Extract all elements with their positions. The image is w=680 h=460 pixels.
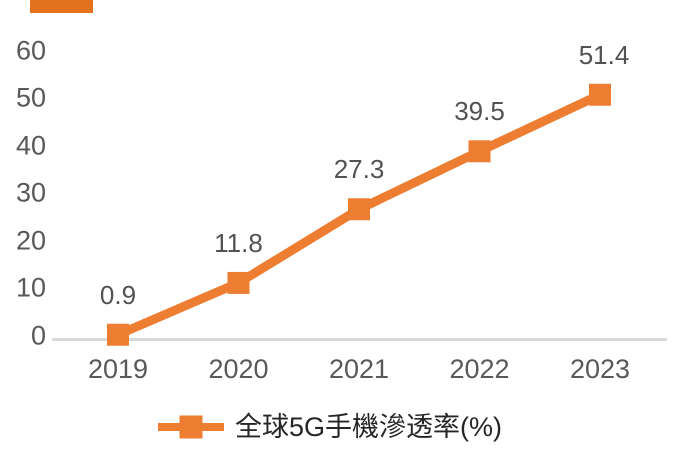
series-marker [107,323,129,346]
data-label: 39.5 [454,96,505,127]
legend-square-marker-icon [179,415,203,439]
x-tick-label: 2019 [87,354,149,384]
legend-line-marker-icon [157,415,224,439]
y-tick-label: 30 [15,177,46,208]
x-tick-label: 2022 [449,354,510,384]
series-marker [348,198,370,221]
series-marker [468,140,491,163]
corner-accent-bar [30,0,93,13]
y-tick-label: 40 [15,130,46,161]
y-tick-label: 20 [15,225,46,256]
y-tick-label: 10 [15,272,46,303]
data-label: 11.8 [214,227,263,258]
data-label: 0.9 [99,279,137,310]
y-tick-label: 0 [30,320,46,351]
legend-series-label: 全球5G手機滲透率(%) [234,411,502,442]
data-label: 51.4 [578,39,630,70]
data-label: 27.3 [333,154,385,185]
series-marker [589,83,611,106]
x-tick-label: 2023 [569,354,631,384]
legend: 全球5G手機滲透率(%) [0,411,670,443]
y-tick-label: 50 [15,82,46,113]
series-marker [227,271,250,294]
x-tick-label: 2021 [328,354,390,384]
x-axis-line [52,338,667,341]
x-tick-label: 2020 [208,354,269,384]
y-tick-label: 60 [15,35,46,66]
